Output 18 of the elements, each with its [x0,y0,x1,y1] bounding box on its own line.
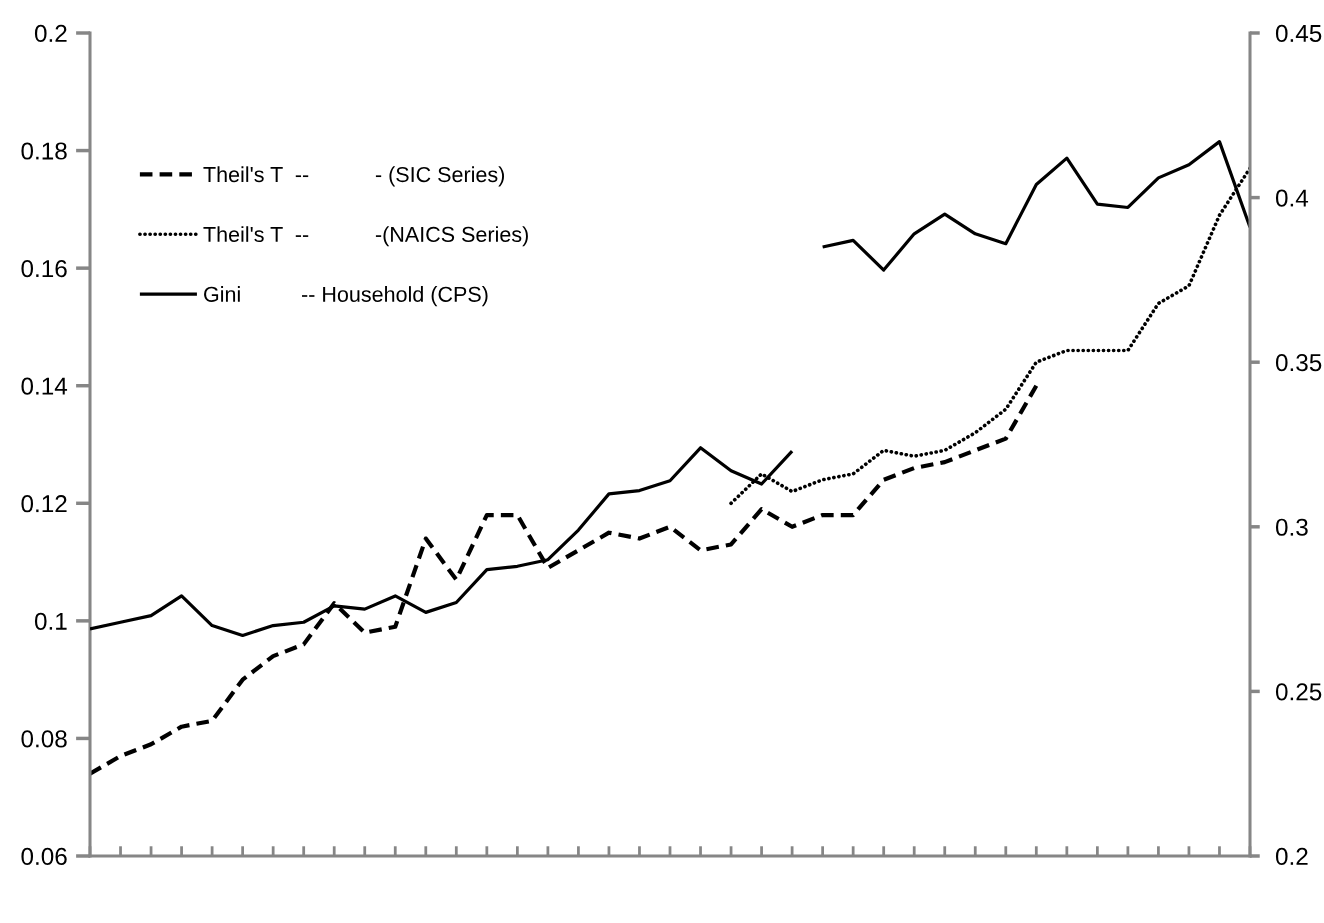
line-series [90,383,1039,776]
y-tick-label: 0.06 [21,847,67,866]
y2-tick-label: 0.4 [1275,189,1309,207]
y-tick-label: 0.16 [21,259,67,278]
legend-label: Theil's T -- - (SIC Series) [203,166,504,187]
y2-tick-label: 0.25 [1275,683,1322,701]
y-tick-label: 0.12 [21,495,67,513]
y-tick-label: 0.14 [21,377,68,395]
legend-label: Gini -- Household (CPS) [204,286,488,307]
y2-tick-label: 0.3 [1275,518,1308,536]
y-tick-label: 0.1 [34,612,67,630]
y-tick-label: 0.08 [21,730,67,748]
y2-tick-label: 0.35 [1275,354,1322,372]
y2-tick-label: 0.45 [1275,24,1322,43]
y2-tick-label: 0.2 [1275,847,1308,866]
legend-label: Theil's T -- -(NAICS Series) [203,226,528,247]
y-tick-label: 0.2 [34,24,67,43]
y-tick-label: 0.18 [21,142,67,160]
